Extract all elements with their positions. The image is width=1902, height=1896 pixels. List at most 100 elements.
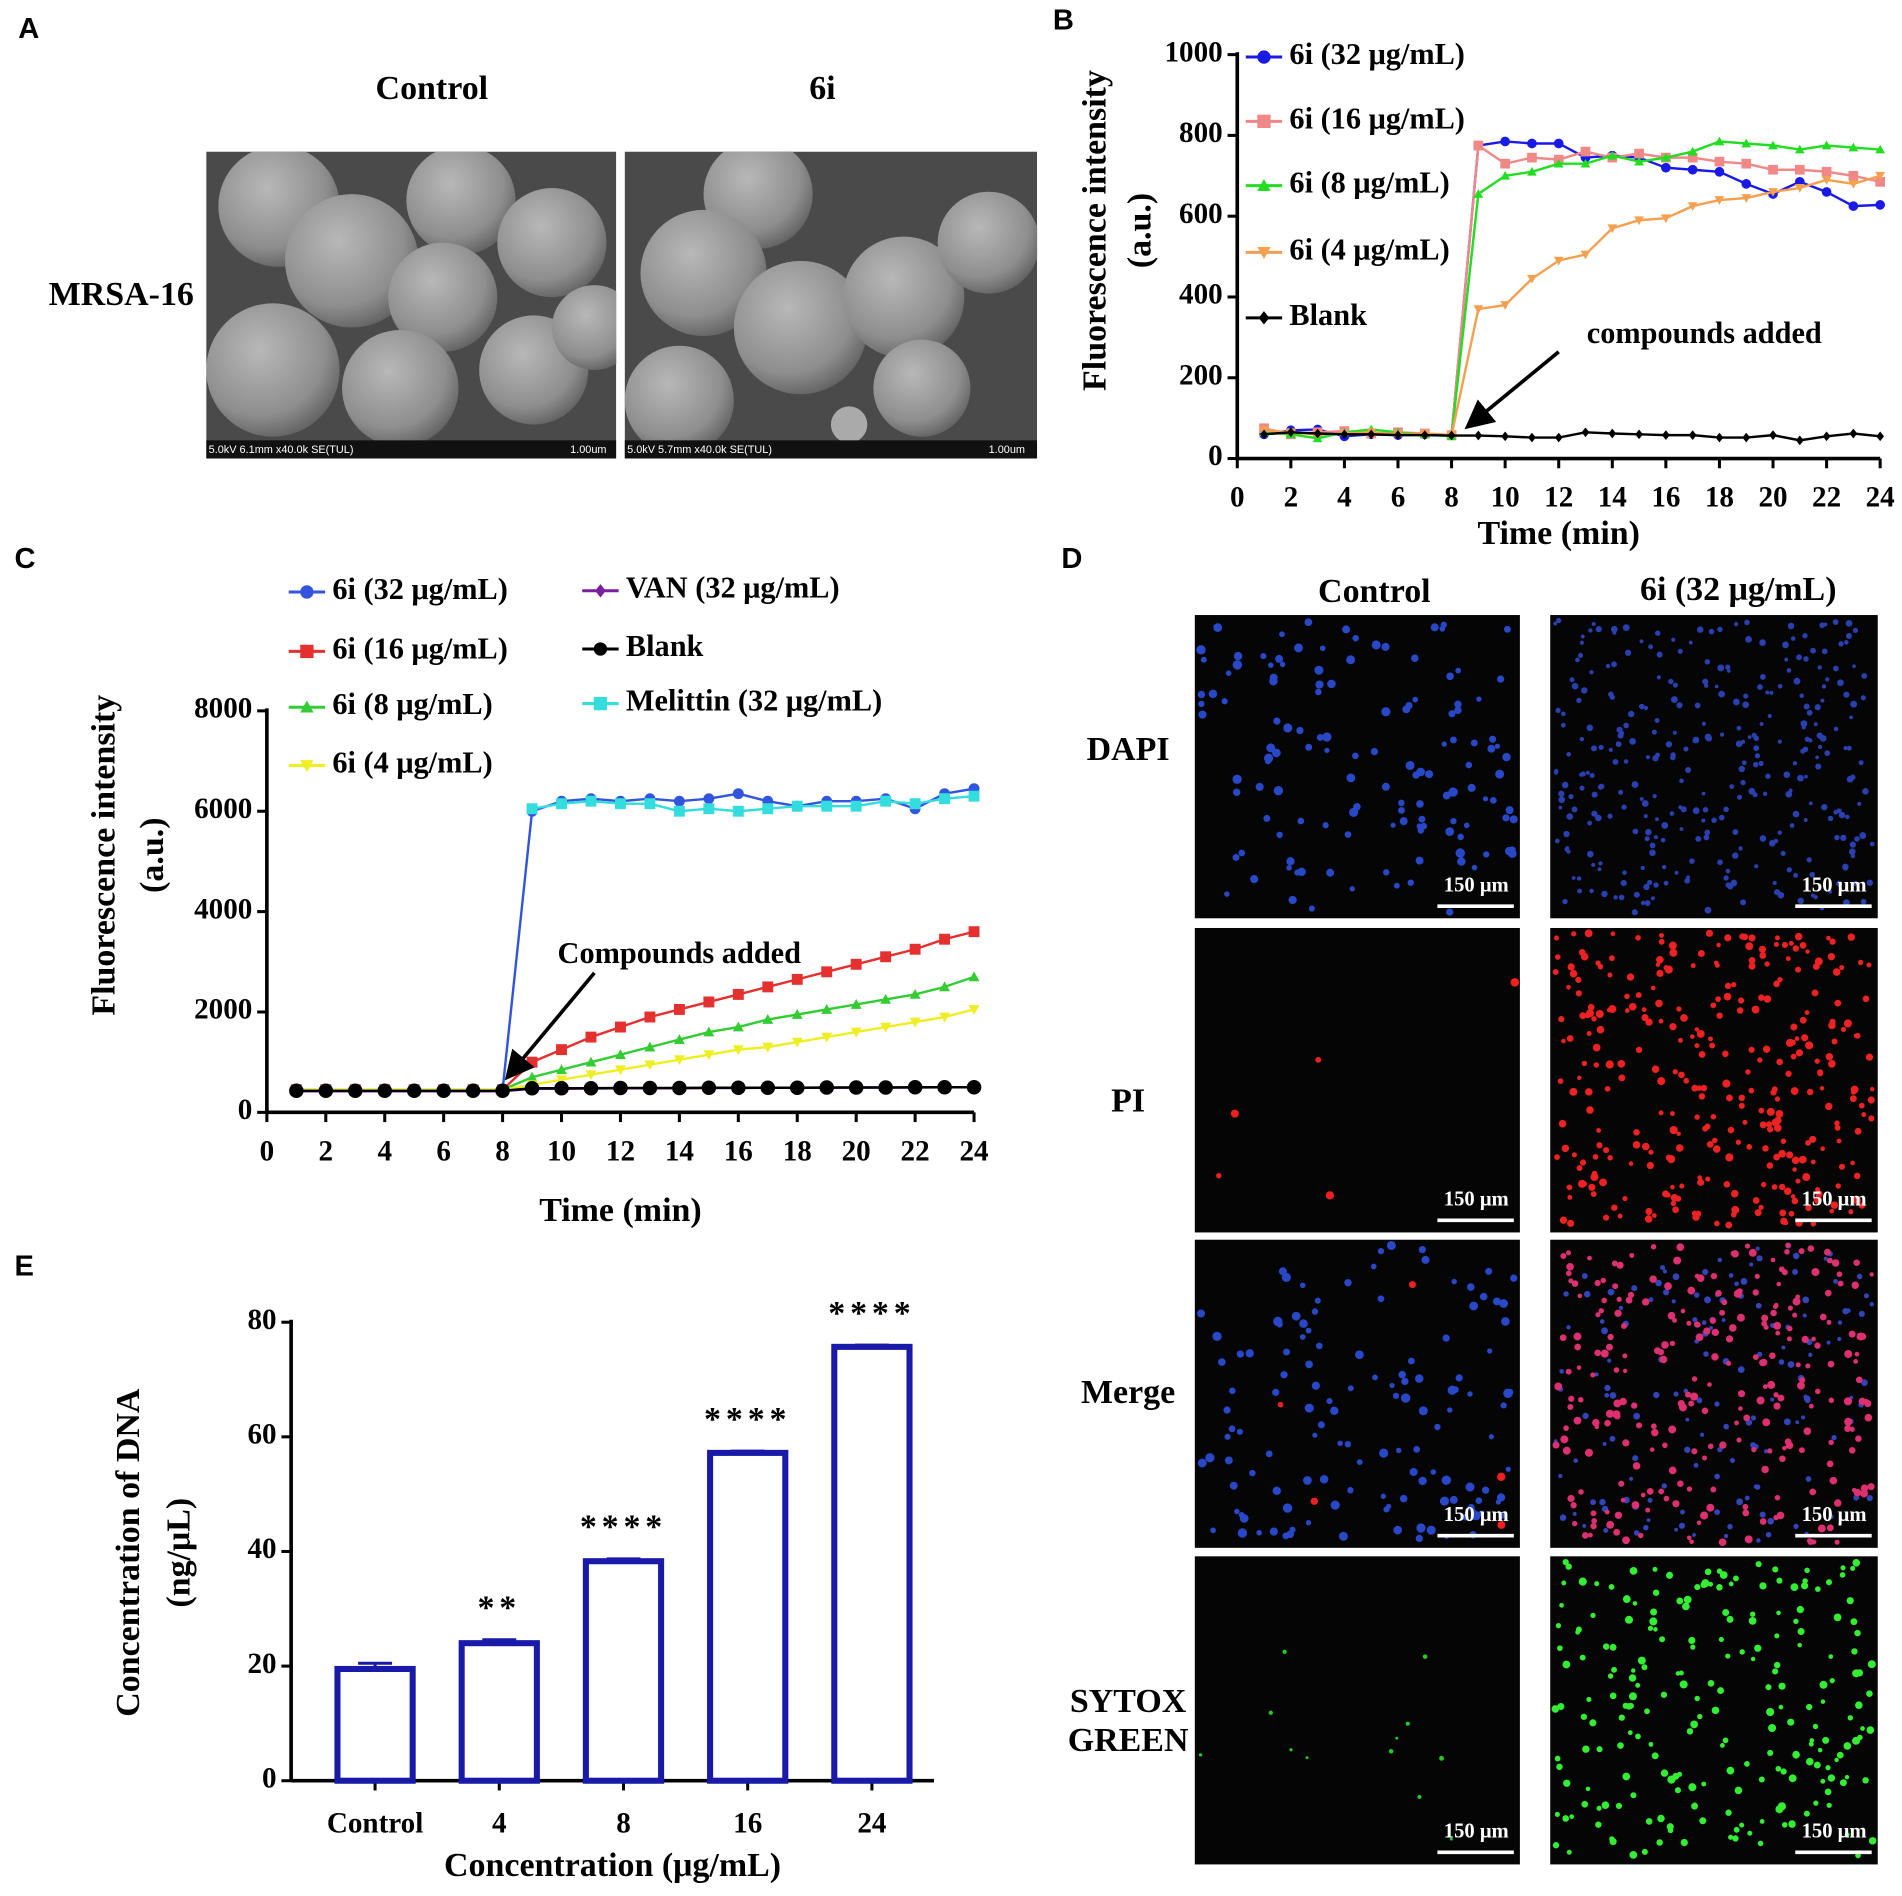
cell-dot xyxy=(1703,1327,1711,1335)
cell-dot xyxy=(1776,1610,1781,1616)
cell-dot xyxy=(1591,791,1598,798)
x-tick-label: 16 xyxy=(1651,481,1680,513)
cell-dot xyxy=(1810,1159,1816,1165)
cell-dot xyxy=(1741,760,1747,766)
cell-dot xyxy=(1642,1142,1650,1151)
cell-dot xyxy=(1836,808,1842,814)
cell-dot xyxy=(1688,640,1693,645)
cell-dot xyxy=(1766,1107,1775,1116)
cell-dot xyxy=(1568,1395,1575,1402)
cell-dot xyxy=(1793,1252,1800,1260)
cell-dot xyxy=(1809,1135,1817,1143)
cell-dot xyxy=(1858,1202,1866,1209)
cell-dot xyxy=(1588,1183,1596,1191)
cell-dot xyxy=(1806,1703,1813,1711)
marker xyxy=(585,1056,597,1067)
cell-dot xyxy=(1442,791,1451,800)
cell-dot xyxy=(1579,640,1584,645)
cell-dot xyxy=(1567,1219,1575,1227)
cell-dot xyxy=(1305,743,1313,751)
cell-dot xyxy=(1566,849,1571,854)
cell-dot xyxy=(1639,639,1644,644)
cell-dot xyxy=(1475,1497,1483,1504)
cell-dot xyxy=(1802,1173,1811,1182)
marker xyxy=(1553,158,1564,168)
cell-dot xyxy=(1709,1326,1713,1331)
cell-dot xyxy=(1785,1441,1794,1450)
cell-dot xyxy=(1773,838,1779,844)
cell-dot xyxy=(1660,1265,1666,1271)
cell-dot xyxy=(1273,786,1284,796)
cell-dot xyxy=(1776,1511,1785,1520)
legend-label: Blank xyxy=(1289,298,1367,332)
cell-dot xyxy=(1754,1209,1762,1217)
cell-dot xyxy=(1260,653,1267,660)
cell-dot xyxy=(1828,1397,1835,1404)
cell-dot xyxy=(1773,1392,1779,1398)
cell-dot xyxy=(1751,1005,1760,1014)
cell-dot xyxy=(1272,748,1281,758)
cell-dot xyxy=(1658,1110,1664,1116)
cell-dot xyxy=(1299,1282,1306,1289)
cell-dot xyxy=(1662,1269,1668,1274)
cell-dot xyxy=(1798,1248,1805,1255)
cell-dot xyxy=(1788,1210,1795,1217)
cell-dot xyxy=(1772,1304,1778,1310)
cell-dot xyxy=(1799,942,1807,949)
cell-dot xyxy=(1588,628,1593,633)
cell-dot xyxy=(1647,1625,1654,1631)
cell-dot xyxy=(1770,1309,1777,1317)
legend-label: VAN (32 μg/mL) xyxy=(626,571,840,605)
cell-dot xyxy=(1675,1144,1684,1152)
cell-dot xyxy=(1702,1125,1709,1132)
cell-dot xyxy=(1668,941,1677,950)
legend-label: 6i (4 μg/mL) xyxy=(332,745,492,779)
marker xyxy=(1714,166,1725,177)
x-tick-label: 18 xyxy=(783,1135,812,1167)
marker xyxy=(732,805,744,817)
cell-dot xyxy=(1229,1387,1236,1395)
cell-dot xyxy=(1697,949,1705,957)
marker xyxy=(495,1083,510,1099)
cell-dot xyxy=(1844,1425,1852,1432)
cell-dot xyxy=(1680,1509,1685,1515)
marker xyxy=(731,1080,746,1096)
cell-dot xyxy=(1778,1183,1786,1191)
cell-dot xyxy=(1399,1494,1408,1503)
cell-dot xyxy=(1786,1325,1793,1332)
cell-dot xyxy=(1489,735,1497,743)
cell-dot xyxy=(1553,621,1558,626)
x-tick-label: 4 xyxy=(1337,481,1352,513)
cell-dot xyxy=(1736,1437,1742,1443)
marker xyxy=(907,1079,923,1095)
marker xyxy=(1688,430,1697,440)
cell-dot xyxy=(1770,1397,1775,1402)
cell-dot xyxy=(1655,752,1661,758)
cell-dot xyxy=(1692,736,1700,744)
cell-dot xyxy=(1589,888,1594,894)
cell-dot xyxy=(1839,1779,1847,1787)
cell-dot xyxy=(1497,1520,1506,1529)
cell-dot xyxy=(1631,1285,1638,1292)
marker xyxy=(1258,311,1270,325)
cell-dot xyxy=(1405,760,1415,770)
cell-dot xyxy=(1848,1330,1856,1338)
cell-dot xyxy=(1774,1096,1781,1102)
cell-dot xyxy=(1457,857,1466,866)
cell-dot xyxy=(1567,1403,1574,1410)
cell-dot xyxy=(1471,1510,1481,1521)
cell-dot xyxy=(1607,1333,1614,1341)
marker xyxy=(644,1060,656,1071)
cell-dot xyxy=(1713,1145,1721,1153)
cell-dot xyxy=(1680,1308,1686,1314)
cell-dot xyxy=(1711,1328,1719,1337)
cell-dot xyxy=(1297,817,1305,825)
cell-dot xyxy=(1556,617,1562,624)
cell-dot xyxy=(1605,663,1611,669)
cell-dot xyxy=(1479,1292,1488,1301)
cell-dot xyxy=(1713,1220,1720,1227)
cell-dot xyxy=(1767,1380,1776,1389)
cell-dot xyxy=(1197,1309,1206,1318)
x-tick-label: 6 xyxy=(436,1135,451,1167)
cell-dot xyxy=(1869,1301,1875,1307)
